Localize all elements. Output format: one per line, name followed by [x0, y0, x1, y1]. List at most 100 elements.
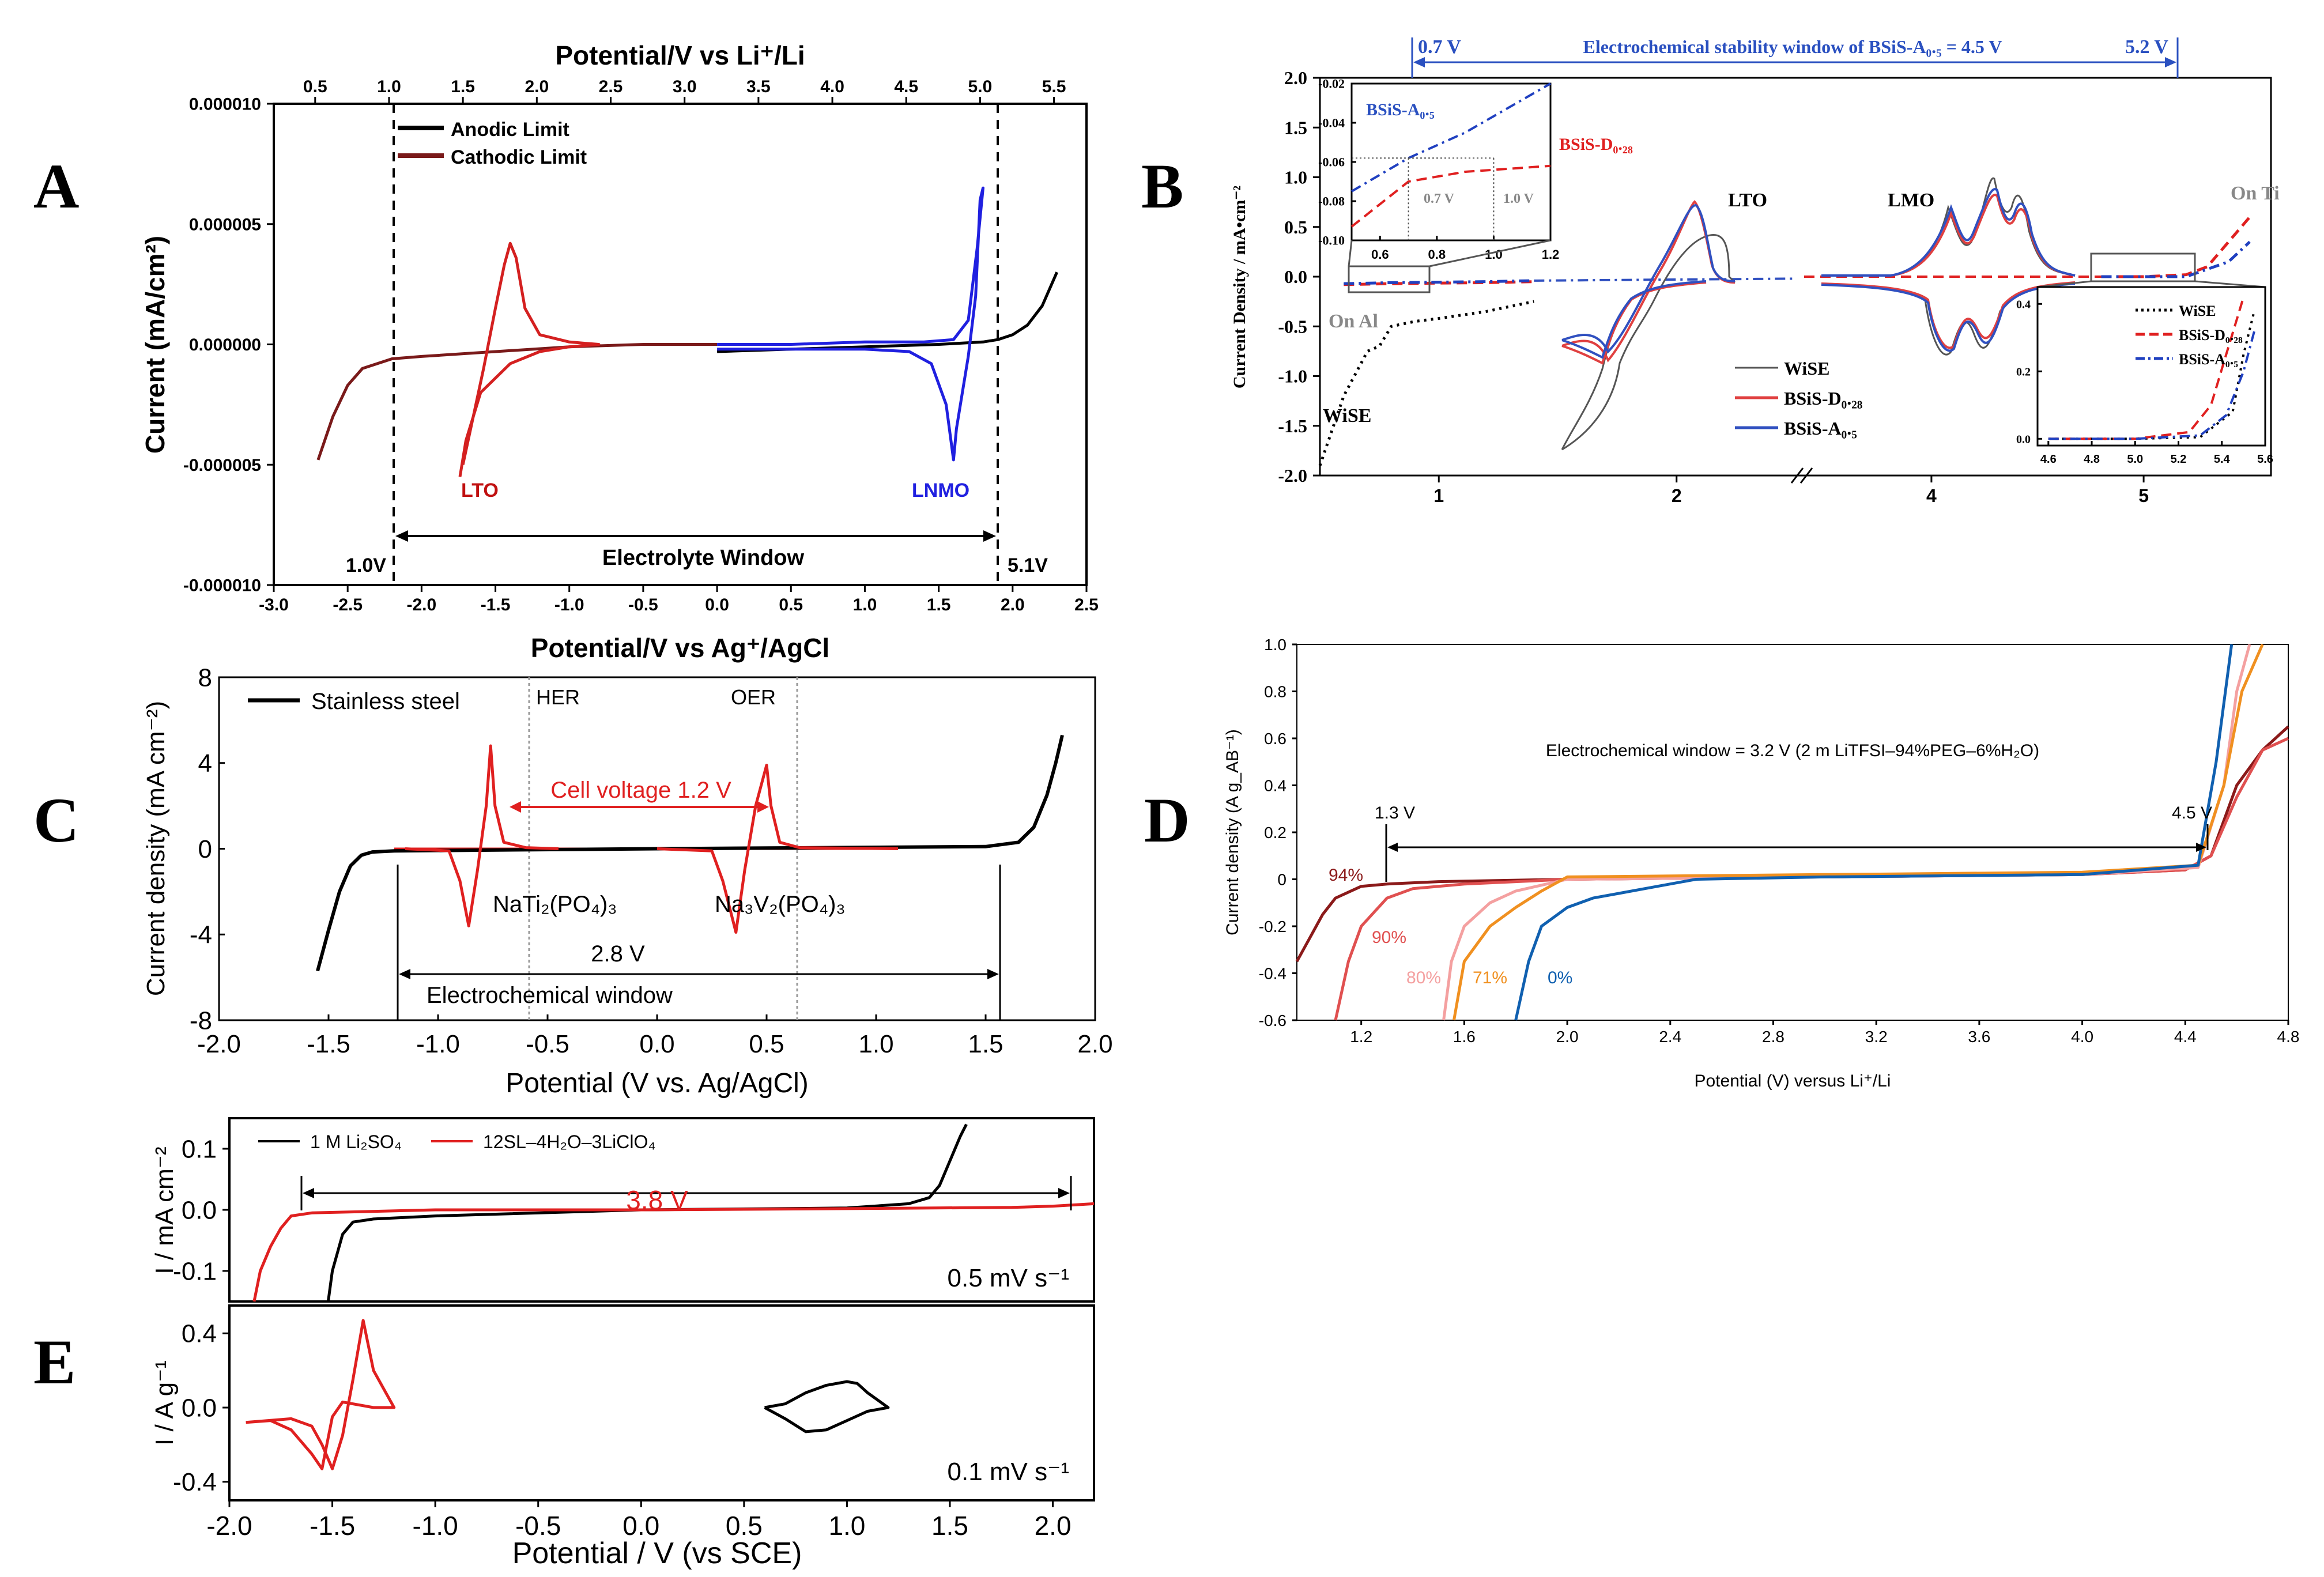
- panel-d-series: [1295, 643, 2289, 1021]
- panel-a-x-tick-label: -2.0: [407, 595, 437, 614]
- panel-e-x-tick-label: 0.0: [622, 1511, 659, 1541]
- panel-d-series-line-4: [1514, 644, 2234, 1021]
- panel-b-inset-right: 4.6 4.8 5.0 5.2 5.4 5.6 0.4 0.2 0.0 WiSE BSiS-D₀…: [2016, 286, 2273, 466]
- panel-c-x-tick-label: 2.0: [1077, 1030, 1112, 1058]
- panel-b-header-arrowhead-left: [1413, 57, 1425, 67]
- panel-b-inset-legend-d: BSiS-D₀.₂₈: [2179, 327, 2243, 344]
- panel-b-main-series: [1318, 216, 2251, 466]
- panel-a-top-x-tick-label: 1.0: [377, 77, 401, 96]
- panel-b-inset-left-y-tick-label: -0.10: [1318, 233, 1345, 248]
- panel-e-x-ticks: -2.0 -1.5 -1.0 -0.5 0.0 0.5 1.0 1.5 2.0: [206, 1500, 1072, 1541]
- panel-b-y-tick-label: -0.5: [1278, 316, 1307, 337]
- panel-a-window-arrowhead-left: [395, 530, 408, 542]
- panel-c-y-tick-label: -8: [190, 1006, 212, 1035]
- panel-b-inset-left-a-label: BSiS-A₀.₅: [1366, 100, 1435, 119]
- panel-b-inset-right-y-tick-label: 0.4: [2016, 298, 2031, 311]
- panel-d-y-axis-label: Current density (A g_AB⁻¹): [1223, 729, 1242, 935]
- panel-a-y-tick-label: -0.000010: [183, 576, 261, 595]
- panel-e-width-arrowhead-right: [1058, 1188, 1070, 1198]
- panel-b-y-axis-label: Current Density / mA•cm⁻²: [1230, 186, 1249, 388]
- panel-b-y-tick-label: 0.5: [1284, 217, 1307, 237]
- panel-b-y-tick-label: -2.0: [1278, 465, 1307, 486]
- panel-b-inset-right-x-tick-label: 5.4: [2214, 453, 2231, 466]
- panel-e-x-tick-label: -0.5: [515, 1511, 561, 1541]
- panel-a-y-tick-label: -0.000005: [183, 456, 261, 475]
- panel-c-legend-stainless-steel: Stainless steel: [311, 689, 460, 714]
- panel-c-anode-label: NaTi₂(PO₄)₃: [493, 892, 617, 917]
- panel-a-right-limit-label: 5.1V: [1008, 554, 1048, 576]
- panel-b-legend-d: BSiS-D₀.₂₈: [1784, 388, 1862, 409]
- panel-e-x-tick-label: 2.0: [1035, 1511, 1072, 1541]
- panel-b-x-tick-label: 5: [2138, 485, 2149, 506]
- panel-c-y-ticks: 8 4 0 -4 -8: [190, 663, 225, 1035]
- panel-b-inset-right-line-a: [2048, 330, 2256, 440]
- panel-d-x-tick-label: 1.2: [1350, 1028, 1372, 1046]
- panel-d-window-label: Electrochemical window = 3.2 V (2 m LiTF…: [1546, 741, 2039, 760]
- panel-b-inset-d-label: BSiS-D₀.₂₈: [1559, 135, 1633, 154]
- panel-a-top-x-tick-label: 5.0: [968, 77, 993, 96]
- panel-e-top-y-tick-label: 0.1: [182, 1135, 217, 1163]
- panel-e-series-line-1: [252, 1202, 1095, 1302]
- panel-b-y-tick-label: 1.0: [1284, 167, 1307, 188]
- panel-c-x-tick-label: -0.5: [526, 1030, 569, 1058]
- panel-b-series-line-1-right: [2101, 216, 2251, 278]
- panel-c-window-width-label: 2.8 V: [591, 941, 645, 967]
- panel-a-x-tick-label: 2.5: [1074, 595, 1099, 614]
- panel-b-inset-right-frame: [2036, 286, 2266, 447]
- panel-d-series-line-3: [1452, 643, 2264, 1021]
- panel-a-x-tick-label: -3.0: [259, 595, 289, 614]
- panel-b-inset-left-10-label: 1.0 V: [1503, 191, 1534, 206]
- panel-e-legend-li2so4: 1 M Li₂SO₄: [310, 1131, 402, 1152]
- panel-a-y-tick-label: 0.000010: [189, 95, 261, 114]
- panel-c-x-axis-label: Potential (V vs. Ag/AgCl): [505, 1068, 809, 1099]
- panel-b-inset-right-y-tick-label: 0.0: [2016, 433, 2031, 446]
- panel-d-y-tick-label: 0.8: [1264, 682, 1286, 700]
- panel-d-x-tick-label: 3.6: [1968, 1028, 1990, 1046]
- panel-e-bottom-y-tick-label: 0.0: [182, 1394, 217, 1422]
- panel-b-inset-right-x-tick-label: 4.8: [2084, 453, 2100, 466]
- panel-b-inset-right-x-tick-label: 5.2: [2171, 453, 2187, 466]
- panel-b-zoom-line-left-2: [1429, 239, 1551, 267]
- panel-b-y-tick-label: -1.0: [1278, 366, 1307, 387]
- panel-d-plot-frame: [1296, 644, 2289, 1021]
- panel-c-x-tick-label: -2.0: [197, 1030, 241, 1058]
- panel-d-x-tick-label: 2.4: [1659, 1028, 1681, 1046]
- panel-c-window-label: Electrochemical window: [427, 983, 673, 1008]
- panel-b-inset-right-y-tick-label: 0.2: [2016, 365, 2031, 378]
- panel-c-window-arrowhead-left: [399, 969, 410, 979]
- panel-e-bottom-frame: [228, 1304, 1095, 1501]
- panel-e-top-y-tick-label: -0.1: [173, 1257, 217, 1285]
- panel-b-lmo-a: [1821, 188, 2076, 352]
- panel-a-x-tick-label: 1.0: [853, 595, 877, 614]
- panel-b-header-left: 0.7 V: [1418, 36, 1461, 58]
- panel-a-y-ticks: 0.000010 0.000005 0.000000 -0.000005 -0.0000…: [183, 95, 274, 595]
- panel-a-chart: -3.0 -2.5 -2.0 -1.5 -1.0 -0.5 0.0 0.5 1.0 1.5 2.0 2…: [140, 40, 1099, 663]
- panel-b-inset-left-line-a: [1350, 82, 1551, 193]
- panel-b-inset-left-y-tick-label: -0.08: [1318, 194, 1345, 209]
- panel-label-a: A: [33, 151, 79, 221]
- panel-b-y-tick-label: -1.5: [1278, 416, 1307, 436]
- panel-a-series-line-1: [316, 343, 718, 461]
- panel-c-x-tick-label: 1.0: [858, 1030, 893, 1058]
- panel-a-top-x-tick-label: 1.5: [451, 77, 475, 96]
- panel-e-x-tick-label: -1.0: [413, 1511, 458, 1541]
- panel-d-y-tick-label: 1.0: [1264, 636, 1286, 654]
- panel-d-y-tick-label: 0.2: [1264, 824, 1286, 842]
- panel-b-inset-left-x-tick-label: 0.6: [1371, 247, 1389, 262]
- panel-c-y-tick-label: 4: [198, 749, 212, 778]
- panel-b-series-line-0-left: [1318, 300, 1534, 466]
- panel-c-x-tick-label: -1.5: [307, 1030, 350, 1058]
- panel-b-inset-left-y-tick-label: -0.02: [1318, 77, 1345, 91]
- panel-label-c: C: [33, 785, 79, 855]
- panel-a-y-tick-label: 0.000000: [189, 335, 261, 354]
- panel-a-top-x-tick-label: 4.5: [894, 77, 918, 96]
- panel-e-top-y-tick-label: 0.0: [182, 1196, 217, 1224]
- panel-a-legend-anodic: Anodic Limit: [451, 119, 569, 141]
- panel-b-y-ticks: 2.0 1.5 1.0 0.5 0.0 -0.5 -1.0 -1.5 -2.0: [1278, 67, 1320, 486]
- panel-e-series-line-2: [246, 1319, 396, 1470]
- panel-c-series-line-0: [316, 734, 1064, 972]
- panel-d-x-tick-label: 1.6: [1453, 1028, 1476, 1046]
- panel-d-y-tick-label: -0.6: [1259, 1012, 1286, 1029]
- panel-a-top-x-tick-label: 3.5: [746, 77, 771, 96]
- panel-a-lnmo-label: LNMO: [912, 480, 969, 501]
